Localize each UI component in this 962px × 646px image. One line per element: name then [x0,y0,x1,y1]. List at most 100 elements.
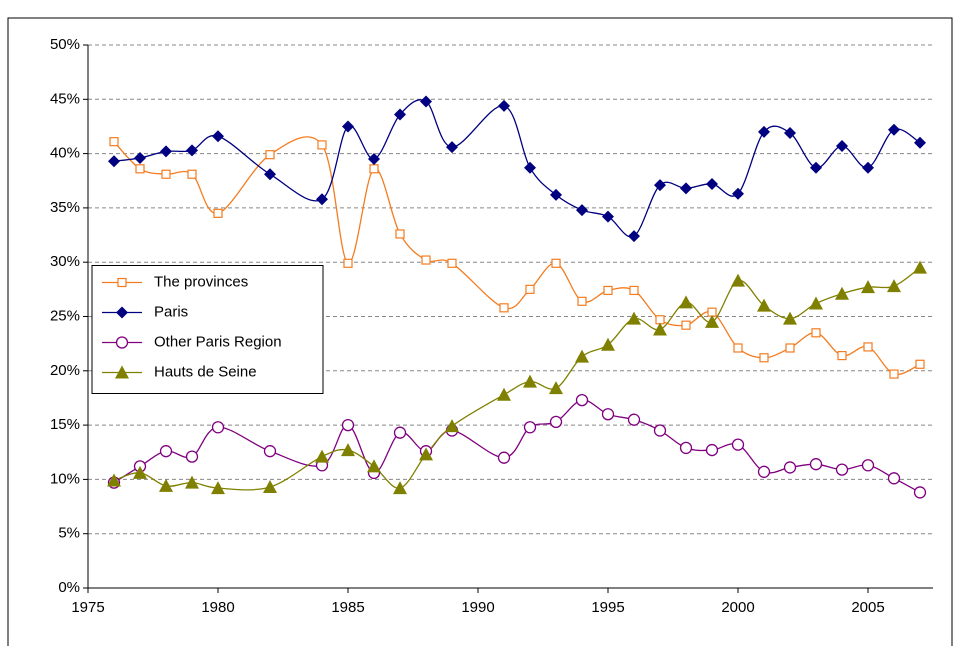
marker [628,230,640,243]
marker [889,369,899,379]
marker [185,475,199,489]
marker [783,311,797,325]
marker [914,136,926,149]
y-tick-label: 10% [50,470,80,487]
y-tick-label: 40% [50,145,80,162]
marker [601,337,615,351]
marker [575,393,589,407]
marker [681,320,691,330]
legend-box [91,265,324,394]
marker [706,178,718,191]
marker [115,365,129,379]
marker [757,298,771,312]
marker [368,153,380,166]
marker [316,193,328,206]
marker [186,144,198,157]
marker [446,141,458,154]
marker [705,314,719,328]
marker [576,204,588,217]
x-tick-label: 1990 [461,599,494,616]
marker [115,336,129,349]
legend-label: Other Paris Region [154,333,282,350]
marker [835,463,849,476]
marker [679,295,693,309]
y-tick-label: 15% [50,416,80,433]
marker [550,188,562,201]
marker [863,342,873,352]
marker [263,445,277,458]
marker [159,478,173,492]
marker [523,374,537,388]
marker [133,465,147,479]
marker [341,443,355,457]
marker [835,286,849,300]
marker [861,459,875,472]
marker [420,95,432,108]
marker [810,161,822,174]
marker [731,273,745,287]
x-tick-label: 1980 [201,599,234,616]
marker [393,426,407,439]
marker [499,303,509,313]
x-tick-label: 1975 [71,599,104,616]
marker [680,182,692,195]
marker [134,151,146,164]
legend-label: Hauts de Seine [154,363,257,380]
marker [447,258,457,268]
plot [107,95,927,499]
marker [629,285,639,296]
marker [602,210,614,223]
marker [627,413,641,426]
marker [811,328,821,338]
marker [654,179,666,192]
marker [577,296,587,306]
marker [525,284,535,294]
marker [653,424,667,437]
marker [498,99,510,112]
marker [212,130,224,143]
marker [263,480,277,494]
marker [265,150,275,160]
marker [551,258,561,268]
marker [757,465,771,478]
marker [603,285,613,296]
marker [213,208,223,218]
y-tick-label: 30% [50,253,80,270]
marker [549,381,563,395]
marker [861,280,875,294]
marker [783,461,797,474]
marker [887,472,901,485]
marker [888,123,900,136]
marker [759,353,769,363]
marker [785,343,795,353]
y-tick-label: 35% [50,199,80,216]
marker [187,169,197,179]
marker [264,168,276,181]
marker [653,322,667,336]
marker [159,445,173,458]
marker [117,277,127,288]
legend-label: Paris [154,303,188,320]
marker [809,296,823,310]
marker [733,343,743,353]
marker [395,229,405,239]
marker [419,447,433,461]
marker [369,164,379,174]
marker [109,137,119,147]
marker [679,441,693,455]
y-tick-label: 5% [58,525,80,542]
marker [343,258,353,268]
y-tick-label: 0% [58,579,80,596]
y-tick-label: 25% [50,307,80,324]
marker [731,438,745,451]
x-tick-label: 1985 [331,599,364,616]
marker [836,139,848,152]
marker [211,421,225,434]
marker [809,458,823,471]
marker [116,306,128,319]
grid: 0% 5% 10% 15% 20% 25% 30% 35% 40% 45% 50% 1975 1980 1… [50,36,933,616]
marker [342,120,354,133]
marker [367,459,381,473]
y-tick-label: 20% [50,362,80,379]
